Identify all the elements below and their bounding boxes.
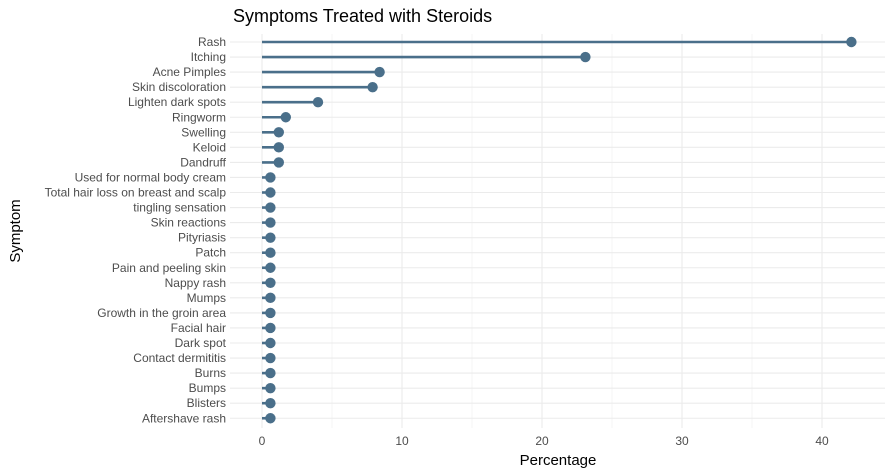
y-category-label: Mumps	[187, 291, 226, 305]
lollipop-point	[265, 367, 276, 379]
y-category-label: Growth in the groin area	[97, 306, 226, 320]
x-tick-label: 30	[675, 434, 689, 448]
x-tick-label: 10	[395, 434, 409, 448]
marks-layer	[262, 36, 857, 424]
y-category-label: Lighten dark spots	[128, 95, 226, 109]
y-category-label: Keloid	[193, 140, 226, 154]
y-category-label: Skin discoloration	[132, 80, 226, 94]
grid-layer	[230, 34, 885, 428]
lollipop-point	[265, 172, 276, 183]
lollipop-point	[265, 277, 276, 288]
y-category-label: Dark spot	[175, 336, 227, 350]
y-category-label: Ringworm	[172, 110, 226, 124]
y-category-label: Used for normal body cream	[75, 170, 226, 184]
y-category-label: Bumps	[189, 381, 226, 395]
y-category-label: tingling sensation	[133, 201, 226, 215]
x-tick-label: 20	[535, 434, 549, 448]
y-category-label: Blisters	[187, 396, 226, 410]
lollipop-point	[846, 36, 857, 48]
y-category-label: Nappy rash	[165, 276, 226, 290]
lollipop-point	[265, 292, 276, 304]
lollipop-point	[265, 187, 276, 198]
lollipop-point	[580, 51, 591, 63]
lollipop-point	[273, 142, 284, 153]
x-axis-title: Percentage	[520, 452, 597, 469]
lollipop-point	[273, 157, 284, 168]
lollipop-point	[265, 307, 276, 319]
y-category-label: Aftershave rash	[142, 411, 226, 425]
y-category-label: Total hair loss on breast and scalp	[45, 186, 227, 200]
lollipop-point	[265, 352, 276, 364]
lollipop-point	[265, 382, 276, 394]
lollipop-point	[265, 337, 276, 349]
y-category-label: Pityriasis	[178, 231, 226, 245]
y-axis-title: Symptom	[7, 199, 24, 262]
lollipop-point	[265, 262, 276, 273]
y-category-label: Acne Pimples	[153, 65, 226, 79]
y-category-label: Burns	[195, 366, 226, 380]
y-category-label: Skin reactions	[151, 216, 226, 230]
y-category-label: Patch	[195, 246, 226, 260]
lollipop-point	[265, 413, 276, 424]
y-category-label: Swelling	[181, 125, 226, 139]
lollipop-point	[273, 127, 284, 138]
chart-title: Symptoms Treated with Steroids	[233, 6, 492, 26]
lollipop-point	[265, 217, 276, 228]
y-category-label: Rash	[198, 35, 226, 49]
y-category-label: Pain and peeling skin	[112, 261, 226, 275]
y-category-label: Itching	[191, 50, 226, 64]
y-category-label: Dandruff	[180, 155, 226, 169]
lollipop-point	[367, 81, 378, 93]
lollipop-point	[374, 66, 385, 78]
lollipop-point	[265, 398, 276, 409]
y-category-label: Facial hair	[171, 321, 226, 335]
lollipop-point	[265, 202, 276, 213]
lollipop-point	[265, 247, 276, 258]
lollipop-point	[312, 97, 324, 108]
y-category-label: Contact dermititis	[133, 351, 226, 365]
lollipop-point	[280, 112, 291, 123]
x-tick-label: 40	[815, 434, 829, 448]
x-tick-label: 0	[259, 434, 266, 448]
lollipop-point	[265, 322, 276, 334]
lollipop-point	[265, 232, 276, 243]
